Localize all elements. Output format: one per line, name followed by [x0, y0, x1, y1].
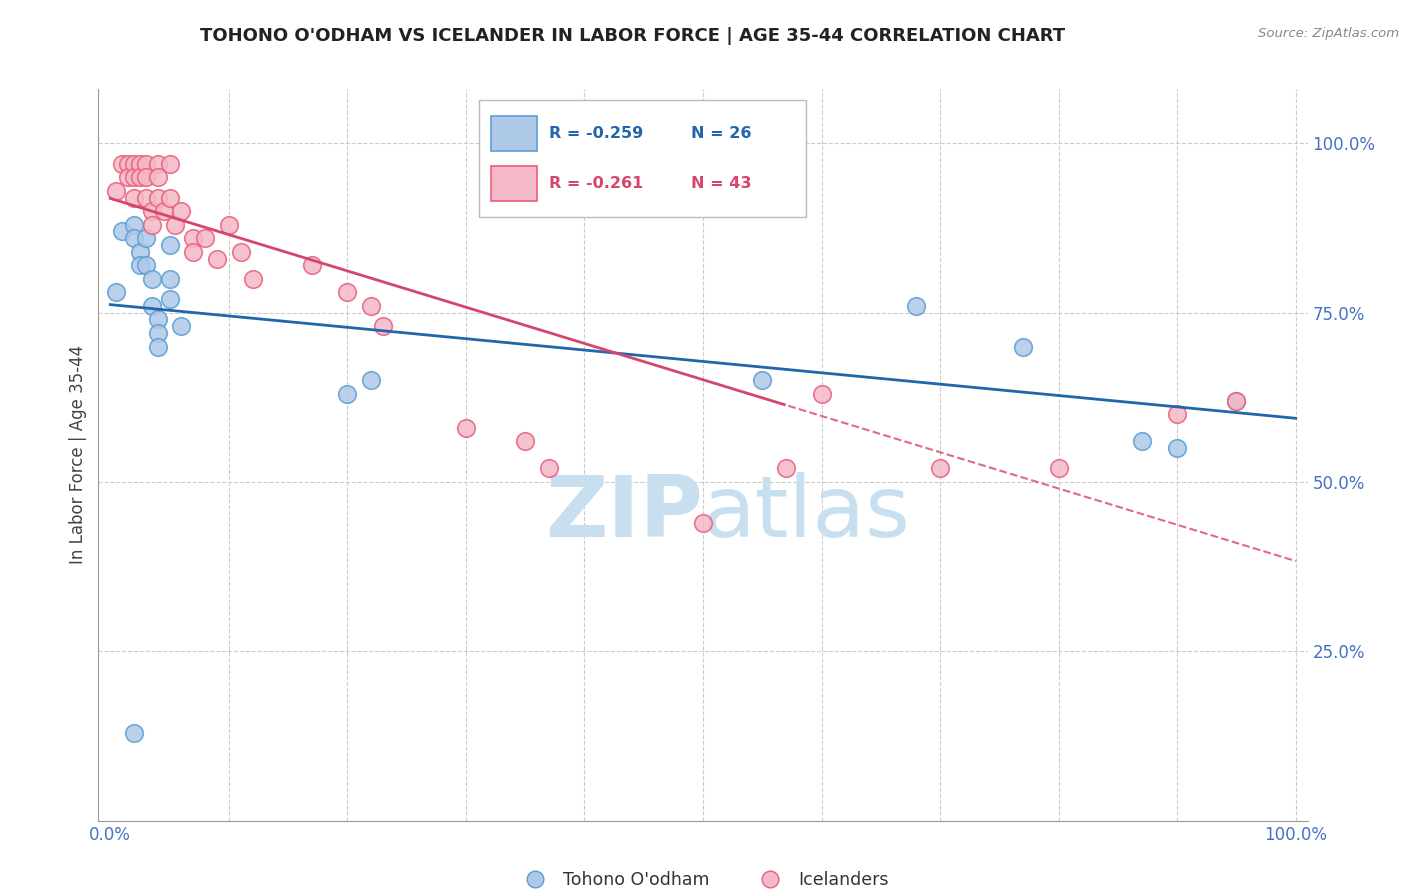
Point: [129, 258, 152, 272]
Point: [929, 461, 952, 475]
Point: [1225, 393, 1247, 408]
Point: [146, 157, 169, 171]
Point: [229, 244, 252, 259]
Point: [146, 326, 169, 340]
Point: [181, 231, 204, 245]
Point: [336, 285, 359, 300]
FancyBboxPatch shape: [479, 100, 806, 218]
Point: [336, 387, 359, 401]
Point: [129, 244, 152, 259]
Point: [360, 373, 382, 387]
Text: N = 26: N = 26: [690, 127, 751, 141]
Point: [135, 258, 157, 272]
Point: [146, 340, 169, 354]
Y-axis label: In Labor Force | Age 35-44: In Labor Force | Age 35-44: [69, 345, 87, 565]
Point: [105, 285, 128, 300]
Point: [141, 218, 163, 232]
Text: R = -0.259: R = -0.259: [550, 127, 644, 141]
Point: [205, 252, 228, 266]
Point: [105, 184, 128, 198]
Point: [122, 231, 145, 245]
Point: [360, 299, 382, 313]
Point: [129, 157, 152, 171]
Point: [751, 373, 773, 387]
Point: [159, 157, 181, 171]
Point: [1166, 441, 1188, 455]
Legend: Tohono O'odham, Icelanders: Tohono O'odham, Icelanders: [510, 864, 896, 892]
Point: [218, 218, 240, 232]
Point: [122, 170, 145, 185]
Point: [1012, 340, 1035, 354]
Point: [111, 157, 134, 171]
Point: [1166, 407, 1188, 421]
Point: [692, 516, 714, 530]
Point: [141, 299, 163, 313]
Point: [146, 190, 169, 204]
Point: [537, 461, 560, 475]
Point: [515, 434, 537, 449]
Point: [141, 272, 163, 286]
Point: [454, 421, 477, 435]
Point: [135, 190, 157, 204]
Point: [371, 319, 394, 334]
Point: [905, 299, 928, 313]
Point: [135, 170, 157, 185]
Point: [122, 157, 145, 171]
Point: [135, 231, 157, 245]
Text: ZIP: ZIP: [546, 472, 703, 555]
Point: [170, 204, 193, 219]
Point: [117, 170, 139, 185]
Text: TOHONO O'ODHAM VS ICELANDER IN LABOR FORCE | AGE 35-44 CORRELATION CHART: TOHONO O'ODHAM VS ICELANDER IN LABOR FOR…: [200, 27, 1066, 45]
Text: R = -0.261: R = -0.261: [550, 176, 644, 191]
Point: [141, 204, 163, 219]
Point: [242, 272, 264, 286]
Point: [1225, 393, 1247, 408]
Point: [181, 244, 204, 259]
Point: [146, 170, 169, 185]
Point: [165, 218, 187, 232]
FancyBboxPatch shape: [492, 116, 537, 152]
Point: [159, 190, 181, 204]
Point: [301, 258, 323, 272]
Point: [122, 218, 145, 232]
Point: [129, 170, 152, 185]
Point: [135, 157, 157, 171]
Point: [152, 204, 174, 219]
Point: [159, 272, 181, 286]
Text: Source: ZipAtlas.com: Source: ZipAtlas.com: [1258, 27, 1399, 40]
Point: [1047, 461, 1070, 475]
Point: [775, 461, 797, 475]
Point: [111, 224, 134, 238]
Point: [170, 319, 193, 334]
Point: [159, 238, 181, 252]
Point: [159, 292, 181, 306]
Text: N = 43: N = 43: [690, 176, 751, 191]
Text: atlas: atlas: [703, 472, 911, 555]
Point: [122, 725, 145, 739]
FancyBboxPatch shape: [492, 166, 537, 201]
Point: [810, 387, 832, 401]
Point: [1130, 434, 1153, 449]
Point: [117, 157, 139, 171]
Point: [146, 312, 169, 326]
Point: [122, 190, 145, 204]
Point: [194, 231, 217, 245]
